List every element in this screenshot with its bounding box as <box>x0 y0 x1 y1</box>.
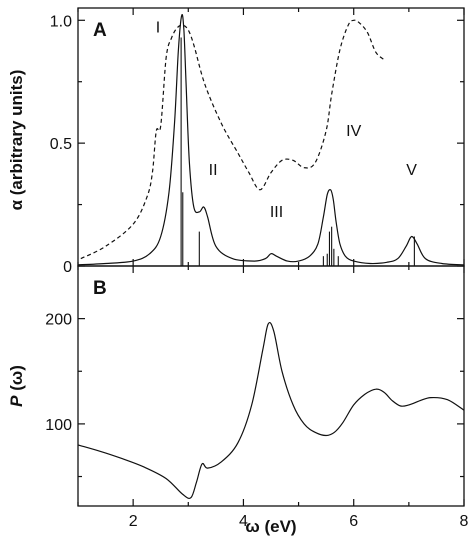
peak-label: V <box>406 162 417 179</box>
panel-a-dashed-curve <box>80 19 385 260</box>
panel-b-frame <box>77 265 465 507</box>
peak-label: IV <box>346 123 361 140</box>
panel-a-ticks: 0 0.5 1.0 <box>50 8 465 276</box>
panel-b: B P (ω) 2 4 6 8 100 200 ω (eV) <box>7 265 469 536</box>
panel-a-solid-curve <box>77 14 465 266</box>
panel-b-ylabel: P (ω) <box>7 365 26 407</box>
x-tick-label: 8 <box>460 513 469 530</box>
x-axis-label: ω (eV) <box>245 517 296 536</box>
peak-label: II <box>209 162 218 179</box>
panel-a-sticks <box>180 37 415 266</box>
y-tick-label: 0 <box>63 259 72 276</box>
panel-b-ylabel-rest: (ω) <box>7 365 26 395</box>
panel-a-label: A <box>93 20 107 41</box>
y-tick-label: 100 <box>45 417 72 434</box>
x-tick-label: 4 <box>239 513 248 530</box>
panel-a-ylabel: α (arbitrary units) <box>7 70 26 211</box>
y-tick-label: 1.0 <box>50 13 72 30</box>
y-tick-label: 0.5 <box>50 136 72 153</box>
panel-b-curve <box>77 321 465 500</box>
panel-b-ticks: 2 4 6 8 100 200 <box>45 266 469 530</box>
panel-b-label: B <box>93 278 107 299</box>
x-tick-label: 6 <box>349 513 358 530</box>
x-tick-label: 2 <box>129 513 138 530</box>
panel-b-ylabel-symbol: P <box>7 395 26 407</box>
y-tick-label: 200 <box>45 312 72 329</box>
peak-label: I <box>156 20 160 37</box>
panel-a-curves <box>77 14 465 266</box>
panel-b-curves <box>77 321 465 500</box>
peak-label: III <box>270 204 283 221</box>
panel-a-frame <box>77 7 465 267</box>
